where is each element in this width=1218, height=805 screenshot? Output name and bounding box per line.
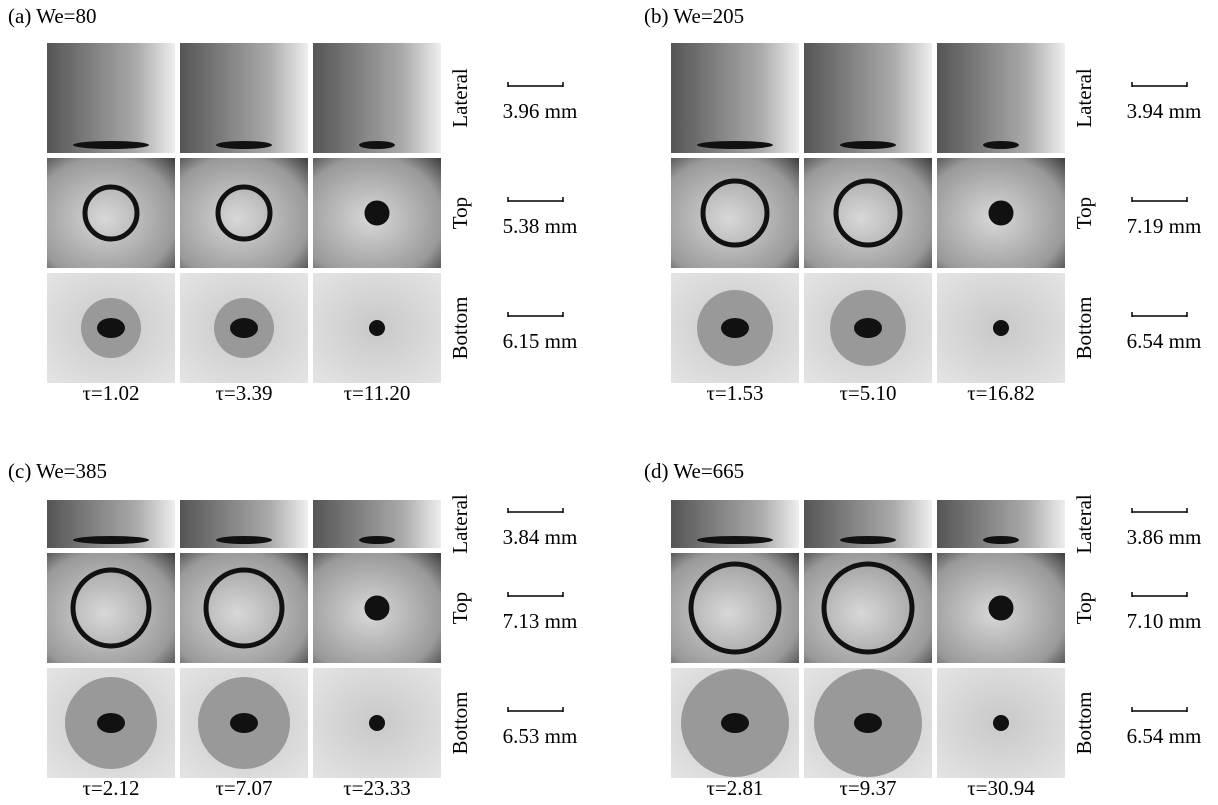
- scale-label: 3.86 mm: [1127, 525, 1202, 549]
- time-label: τ=9.37: [839, 776, 896, 800]
- row-label: Top: [1072, 197, 1096, 229]
- droplet: [73, 536, 149, 544]
- core: [854, 713, 882, 733]
- droplet: [367, 203, 387, 223]
- photo: [671, 43, 799, 153]
- droplet: [73, 141, 149, 149]
- droplet: [359, 536, 395, 544]
- scale-label: 6.54 mm: [1127, 329, 1202, 353]
- scale-label: 7.13 mm: [503, 609, 578, 633]
- core: [369, 715, 385, 731]
- row-label: Lateral: [1072, 494, 1096, 554]
- photo: [47, 158, 175, 268]
- scale-label: 3.94 mm: [1127, 99, 1202, 123]
- figure: (a) We=80 Lateral 3.96 mm Top 5.38 mm Bottom 6…: [0, 0, 1218, 805]
- photo: [804, 43, 932, 153]
- time-label: τ=23.33: [343, 776, 411, 800]
- core: [230, 318, 258, 338]
- core: [721, 713, 749, 733]
- panel-title: (d) We=665: [644, 459, 744, 483]
- droplet: [697, 536, 773, 544]
- photo: [313, 43, 441, 153]
- panel-title: (b) We=205: [644, 4, 744, 28]
- photo: [804, 158, 932, 268]
- scale-label: 3.96 mm: [503, 99, 578, 123]
- core: [993, 715, 1009, 731]
- time-label: τ=1.53: [706, 381, 763, 405]
- time-label: τ=1.02: [82, 381, 139, 405]
- time-label: τ=2.12: [82, 776, 139, 800]
- scale-label: 5.38 mm: [503, 214, 578, 238]
- row-label: Top: [448, 197, 472, 229]
- time-label: τ=16.82: [967, 381, 1035, 405]
- time-label: τ=30.94: [967, 776, 1035, 800]
- row-label: Bottom: [448, 296, 472, 359]
- droplet: [840, 141, 896, 149]
- core: [97, 713, 125, 733]
- row-label: Lateral: [448, 494, 472, 554]
- core: [854, 318, 882, 338]
- droplet: [991, 598, 1011, 618]
- time-label: τ=5.10: [839, 381, 896, 405]
- photo: [47, 43, 175, 153]
- droplet: [697, 141, 773, 149]
- row-label: Bottom: [1072, 296, 1096, 359]
- photo: [180, 158, 308, 268]
- droplet: [983, 141, 1019, 149]
- droplet: [216, 141, 272, 149]
- droplet: [840, 536, 896, 544]
- row-label: Bottom: [1072, 691, 1096, 754]
- scale-label: 6.15 mm: [503, 329, 578, 353]
- scale-label: 6.54 mm: [1127, 724, 1202, 748]
- scale-label: 7.19 mm: [1127, 214, 1202, 238]
- droplet: [359, 141, 395, 149]
- droplet: [367, 598, 387, 618]
- droplet: [983, 536, 1019, 544]
- core: [721, 318, 749, 338]
- photo: [671, 158, 799, 268]
- time-label: τ=7.07: [215, 776, 272, 800]
- core: [230, 713, 258, 733]
- scale-label: 6.53 mm: [503, 724, 578, 748]
- panel-title: (a) We=80: [8, 4, 96, 28]
- row-label: Bottom: [448, 691, 472, 754]
- row-label: Top: [448, 592, 472, 624]
- core: [97, 318, 125, 338]
- time-label: τ=3.39: [215, 381, 272, 405]
- time-label: τ=11.20: [344, 381, 411, 405]
- row-label: Lateral: [1072, 68, 1096, 128]
- core: [369, 320, 385, 336]
- photo: [937, 43, 1065, 153]
- panel-title: (c) We=385: [8, 459, 107, 483]
- photo: [180, 43, 308, 153]
- scale-label: 3.84 mm: [503, 525, 578, 549]
- droplet: [991, 203, 1011, 223]
- row-label: Top: [1072, 592, 1096, 624]
- scale-label: 7.10 mm: [1127, 609, 1202, 633]
- droplet: [216, 536, 272, 544]
- row-label: Lateral: [448, 68, 472, 128]
- time-label: τ=2.81: [706, 776, 763, 800]
- core: [993, 320, 1009, 336]
